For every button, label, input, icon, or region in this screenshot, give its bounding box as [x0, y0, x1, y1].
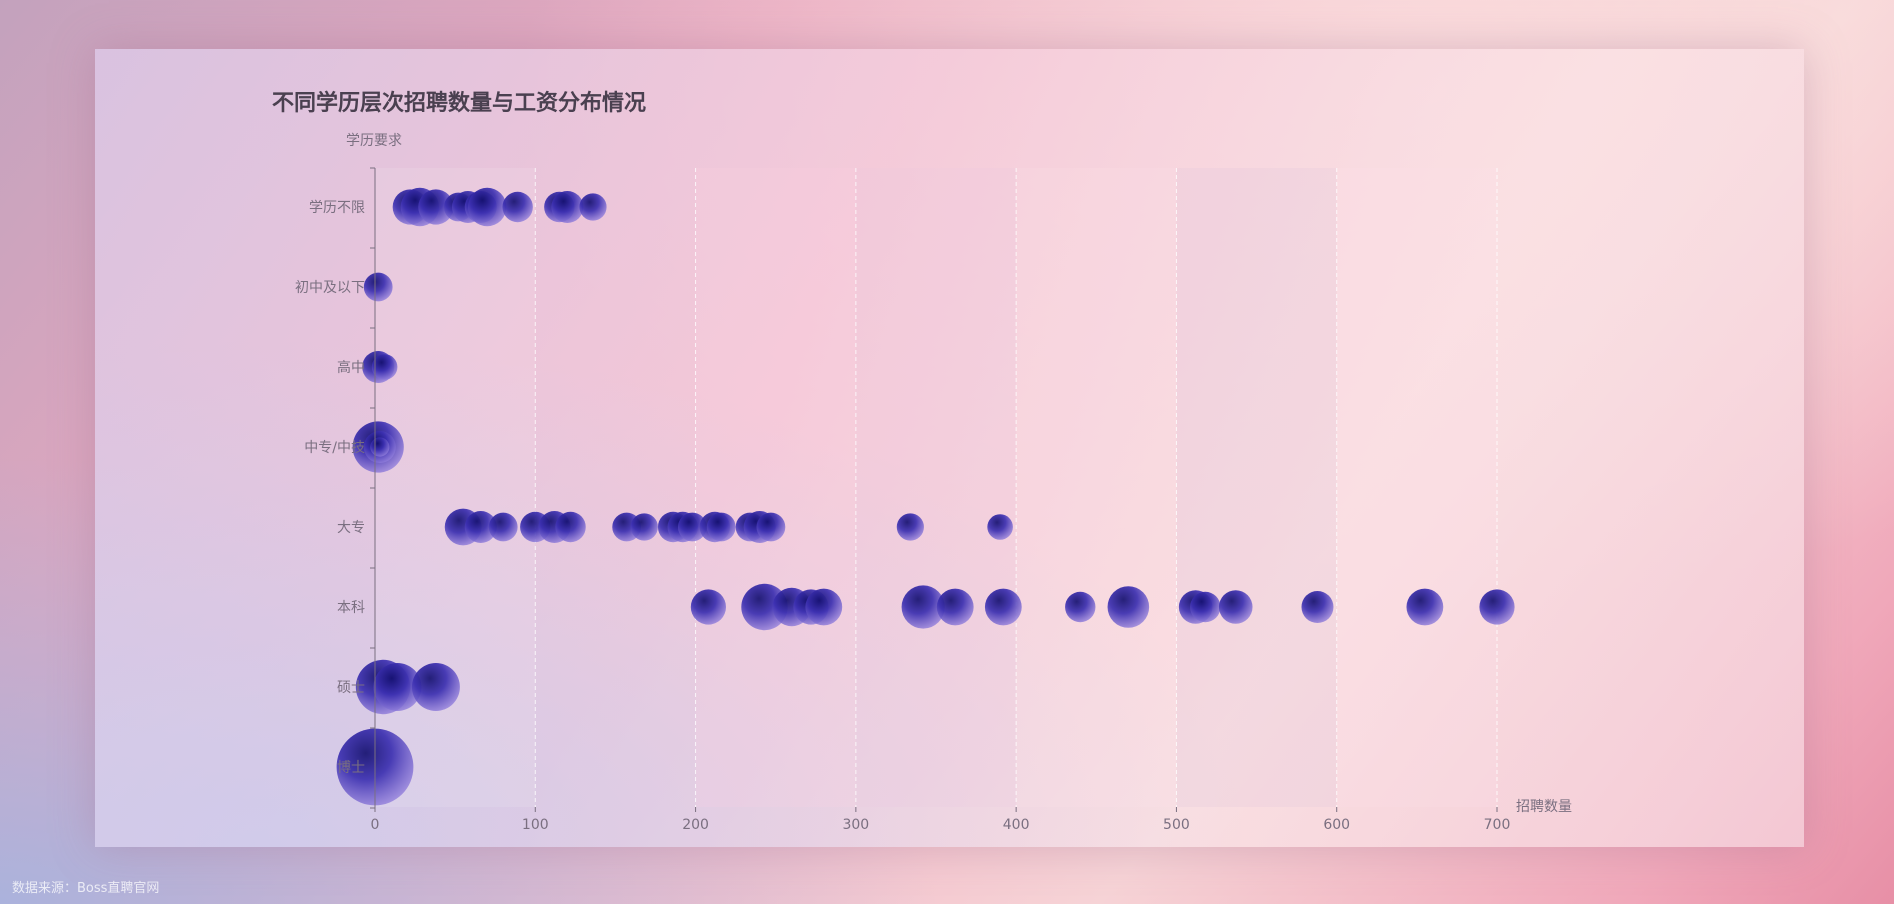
data-bubble[interactable] [1065, 591, 1096, 623]
grid-band [1016, 168, 1177, 807]
y-axis-title: 学历要求 [346, 133, 402, 149]
x-tick-label: 200 [682, 817, 709, 833]
grid-bands [375, 168, 1497, 807]
y-tick-label: 本科 [337, 600, 365, 616]
chart-title: 不同学历层次招聘数量与工资分布情况 [272, 90, 646, 116]
y-tick-label: 初中及以下 [295, 279, 365, 296]
data-bubble[interactable] [677, 512, 707, 542]
grid-band [1336, 168, 1497, 807]
grid-band [855, 168, 1017, 807]
data-bubble[interactable] [502, 191, 533, 223]
y-tick-label: 博士 [337, 759, 365, 776]
bubble-series [336, 187, 1515, 806]
grid-lines [534, 168, 1498, 807]
data-bubble[interactable] [411, 663, 460, 711]
data-bubble[interactable] [464, 511, 497, 543]
data-source-note: 数据来源：Boss直聘官网 [12, 881, 160, 896]
data-bubble[interactable] [805, 588, 843, 626]
data-bubble[interactable] [756, 512, 786, 542]
data-bubble[interactable] [936, 588, 974, 626]
data-bubble[interactable] [896, 513, 924, 541]
data-bubble[interactable] [555, 511, 586, 543]
data-bubble[interactable] [579, 193, 607, 221]
grid-band [375, 168, 536, 807]
y-tick-label: 高中 [337, 359, 365, 376]
x-tick-label: 400 [1003, 817, 1030, 833]
data-bubble[interactable] [468, 187, 507, 227]
data-bubble[interactable] [418, 189, 454, 225]
x-axis-title: 招聘数量 [1516, 799, 1572, 815]
data-bubble[interactable] [690, 589, 726, 625]
data-bubble[interactable] [741, 583, 788, 631]
data-bubble[interactable] [1479, 589, 1515, 625]
x-tick-label: 500 [1163, 817, 1190, 833]
data-bubble[interactable] [1301, 591, 1334, 623]
data-bubble[interactable] [373, 663, 422, 711]
data-bubble[interactable] [1190, 591, 1221, 623]
x-tick-label: 600 [1323, 817, 1350, 833]
data-bubble[interactable] [901, 585, 945, 629]
data-bubble[interactable] [1406, 588, 1444, 626]
data-bubble[interactable] [551, 191, 584, 223]
data-bubble[interactable] [363, 272, 393, 302]
data-bubble[interactable] [984, 588, 1022, 626]
y-tick-label: 大专 [337, 520, 365, 536]
data-bubble[interactable] [488, 512, 518, 542]
data-bubble[interactable] [987, 514, 1013, 540]
data-bubble[interactable] [1218, 590, 1253, 624]
x-tick-label: 300 [842, 817, 869, 833]
grid-band [1176, 168, 1337, 807]
x-axis-ticks: 0 100 200 300 400 500 600 700 [371, 807, 1511, 833]
x-tick-label: 700 [1484, 817, 1511, 833]
data-bubble[interactable] [371, 354, 398, 380]
x-tick-label: 0 [371, 817, 380, 833]
data-bubble[interactable] [1107, 586, 1150, 628]
grid-band [535, 168, 695, 807]
data-bubble[interactable] [630, 513, 658, 541]
y-tick-label: 硕士 [337, 680, 365, 696]
y-tick-label: 中专/中技 [304, 440, 365, 456]
data-bubble[interactable] [370, 437, 390, 457]
data-bubble[interactable] [706, 512, 736, 542]
grid-band [695, 168, 856, 807]
y-tick-label: 学历不限 [309, 200, 365, 216]
x-tick-label: 100 [522, 817, 549, 833]
